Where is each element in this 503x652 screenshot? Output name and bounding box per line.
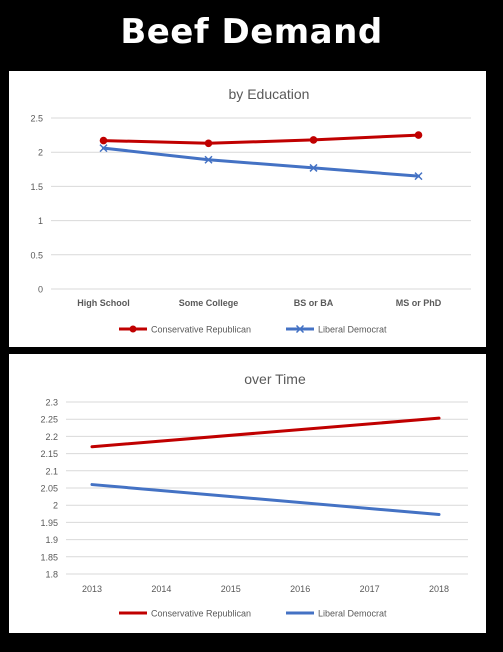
y-tick-label: 0.5 [30, 250, 43, 260]
chart-title: by Education [229, 86, 310, 102]
y-tick-label: 1.9 [45, 535, 58, 545]
data-point [204, 139, 213, 148]
x-tick-label: Some College [179, 298, 239, 308]
y-tick-label: 2.1 [45, 466, 58, 476]
time-chart: over Time 1.8 1.85 1.9 1.95 2 2.05 2.1 2.15 2.2 2.… [40, 371, 468, 619]
y-tick-label: 2.15 [40, 449, 58, 459]
data-point [99, 144, 108, 153]
x-tick-label: 2016 [290, 584, 310, 594]
legend-label: Liberal Democrat [318, 325, 387, 335]
y-tick-label: 2.25 [40, 415, 58, 425]
y-tick-label: 1.8 [45, 570, 58, 580]
y-tick-label: 1.5 [30, 182, 43, 192]
data-point [414, 172, 423, 181]
time-chart-panel: over Time 1.8 1.85 1.9 1.95 2 2.05 2.1 2.15 2.2 2.… [9, 354, 486, 633]
legend-label: Liberal Democrat [318, 609, 387, 619]
y-tick-label: 0 [38, 285, 43, 295]
legend-label: Conservative Republican [151, 325, 251, 335]
x-tick-label: BS or BA [294, 298, 334, 308]
data-point [414, 131, 423, 139]
legend-marker [295, 324, 305, 334]
series-line [90, 483, 441, 516]
x-tick-label: High School [77, 298, 130, 308]
education-chart: by Education 0 0.5 1 1.5 2 2.5 High School Some … [30, 86, 471, 335]
y-tick-label: 2 [38, 148, 43, 158]
y-tick-label: 1.95 [40, 518, 58, 528]
y-tick-label: 1 [38, 216, 43, 226]
x-tick-label: 2017 [360, 584, 380, 594]
page-title: Beef Demand [120, 12, 383, 52]
x-tick-label: 2015 [221, 584, 241, 594]
y-tick-label: 2.5 [30, 114, 43, 124]
data-point [309, 163, 318, 172]
data-point [204, 155, 213, 164]
y-tick-label: 2 [53, 501, 58, 511]
data-point [309, 136, 318, 144]
x-tick-label: 2014 [151, 584, 171, 594]
x-tick-label: 2013 [82, 584, 102, 594]
y-tick-label: 2.2 [45, 432, 58, 442]
y-tick-label: 1.85 [40, 552, 58, 562]
series-line [102, 146, 420, 178]
series-line [102, 133, 420, 145]
y-tick-label: 2.05 [40, 484, 58, 494]
y-tick-label: 2.3 [45, 398, 58, 408]
data-point [99, 136, 108, 145]
legend-label: Conservative Republican [151, 609, 251, 619]
x-tick-label: MS or PhD [396, 298, 442, 308]
education-chart-panel: by Education 0 0.5 1 1.5 2 2.5 High School Some … [9, 71, 486, 347]
legend-marker [129, 325, 137, 333]
chart-title: over Time [244, 371, 306, 387]
x-tick-label: 2018 [429, 584, 449, 594]
series-line [90, 416, 441, 449]
